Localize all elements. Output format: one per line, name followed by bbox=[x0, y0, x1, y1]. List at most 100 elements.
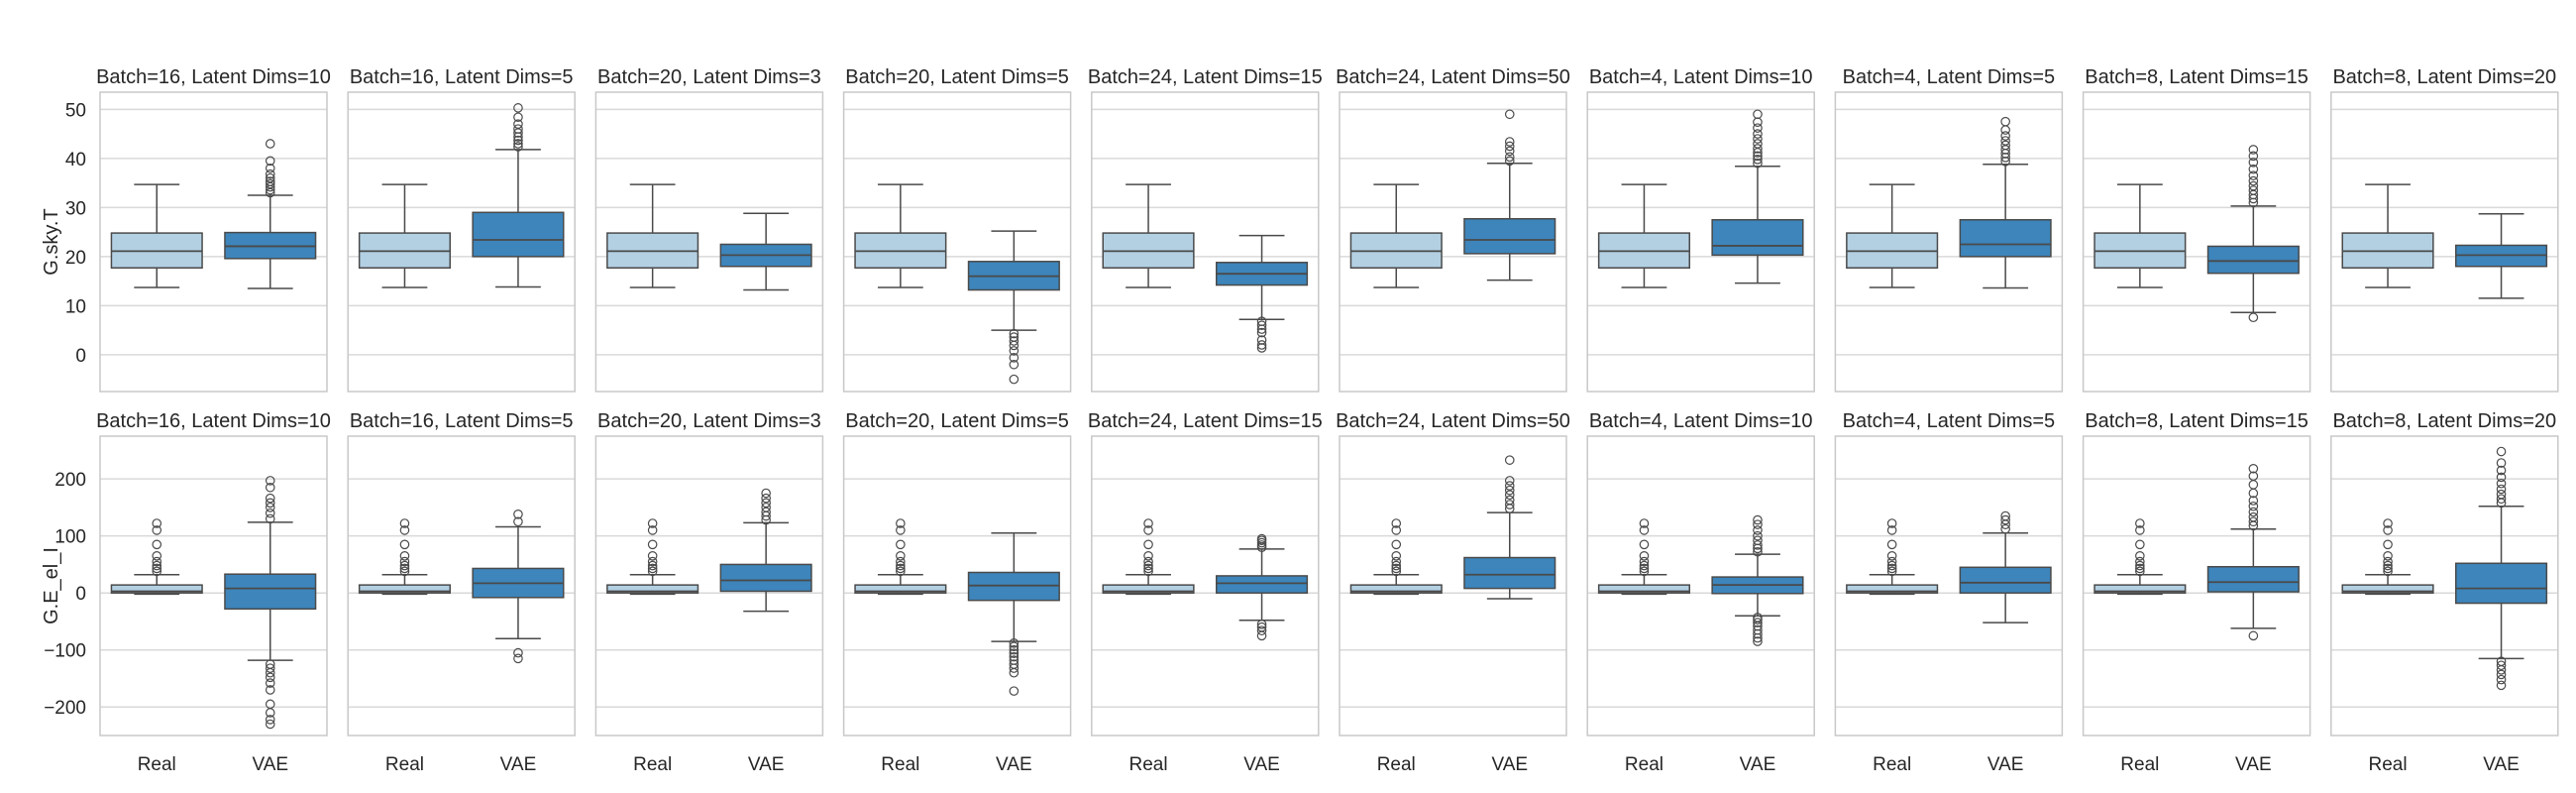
vae-box bbox=[224, 573, 317, 611]
real-outlier bbox=[647, 556, 658, 567]
panel-title: Batch=16, Latent Dims=10 bbox=[96, 410, 331, 432]
vae-outlier bbox=[2248, 164, 2259, 174]
vae-outlier bbox=[2000, 510, 2010, 521]
panel-frame bbox=[2330, 435, 2559, 736]
x-tick-label: VAE bbox=[252, 754, 288, 775]
vae-outlier bbox=[2000, 131, 2010, 141]
vae-outlier bbox=[265, 498, 275, 509]
real-box bbox=[358, 584, 451, 594]
vae-outlier bbox=[1504, 485, 1515, 496]
y-tick-label: 200 bbox=[54, 470, 86, 491]
real-outlier bbox=[896, 539, 906, 550]
real-outlier bbox=[2135, 566, 2145, 577]
vae-box bbox=[1216, 575, 1309, 594]
real-outlier bbox=[1886, 560, 1897, 571]
panel-frame bbox=[1586, 91, 1815, 393]
real-outlier bbox=[1639, 539, 1650, 550]
vae-outlier bbox=[513, 119, 523, 129]
vae-outlier bbox=[2248, 480, 2259, 490]
panel-frame bbox=[1586, 435, 1815, 736]
real-outlier bbox=[647, 525, 658, 535]
vae-outlier bbox=[1753, 158, 1763, 169]
vae-outlier bbox=[2248, 496, 2259, 506]
vae-outlier bbox=[513, 124, 523, 134]
real-box bbox=[854, 584, 947, 594]
vae-outlier bbox=[265, 672, 275, 683]
vae-outlier bbox=[1753, 139, 1763, 149]
vae-outlier bbox=[1009, 648, 1020, 658]
real-outlier bbox=[1143, 556, 1153, 567]
vae-outlier bbox=[1256, 340, 1267, 350]
panel-title: Batch=8, Latent Dims=15 bbox=[2085, 66, 2308, 88]
x-tick-label: VAE bbox=[1491, 754, 1528, 775]
vae-outlier bbox=[2248, 145, 2259, 155]
vae-outlier bbox=[2248, 463, 2259, 474]
x-tick-label: VAE bbox=[1740, 754, 1776, 775]
real-outlier bbox=[1886, 556, 1897, 567]
real-outlier bbox=[2135, 550, 2145, 561]
real-outlier bbox=[1391, 539, 1402, 550]
vae-outlier bbox=[2000, 116, 2010, 127]
vae-outlier bbox=[1009, 641, 1020, 652]
real-outlier bbox=[399, 550, 410, 561]
real-outlier bbox=[1391, 566, 1402, 577]
vae-outlier bbox=[761, 488, 771, 499]
real-outlier bbox=[1639, 550, 1650, 561]
vae-outlier bbox=[265, 719, 275, 730]
vae-outlier bbox=[2248, 501, 2259, 511]
x-tick-label: VAE bbox=[1987, 754, 2024, 775]
real-outlier bbox=[1143, 566, 1153, 577]
panel-title: Batch=24, Latent Dims=15 bbox=[1088, 66, 1323, 88]
real-outlier bbox=[2383, 539, 2393, 550]
real-outlier bbox=[2383, 560, 2393, 571]
real-outlier bbox=[2383, 518, 2393, 528]
vae-outlier bbox=[1753, 525, 1763, 535]
real-outlier bbox=[399, 556, 410, 567]
vae-outlier bbox=[2248, 180, 2259, 191]
panel-frame bbox=[1834, 435, 2064, 736]
real-outlier bbox=[896, 550, 906, 561]
y-tick-label: 10 bbox=[65, 296, 86, 317]
real-outlier bbox=[896, 518, 906, 528]
real-outlier bbox=[1639, 560, 1650, 571]
panel-title: Batch=24, Latent Dims=15 bbox=[1088, 410, 1323, 432]
vae-outlier bbox=[1009, 644, 1020, 655]
panel-title: Batch=4, Latent Dims=5 bbox=[1843, 66, 2056, 88]
vae-outlier bbox=[2496, 484, 2507, 495]
real-outlier bbox=[1391, 550, 1402, 561]
x-tick-label: VAE bbox=[2483, 754, 2520, 775]
vae-outlier bbox=[2496, 665, 2507, 675]
vae-box bbox=[2206, 245, 2300, 275]
y-tick-label: −100 bbox=[44, 641, 86, 662]
vae-outlier bbox=[1256, 327, 1267, 338]
real-outlier bbox=[399, 566, 410, 577]
y-tick-label: 100 bbox=[54, 527, 86, 548]
vae-outlier bbox=[1753, 519, 1763, 529]
vae-outlier bbox=[265, 503, 275, 512]
vae-outlier bbox=[2000, 514, 2010, 525]
vae-outlier bbox=[265, 476, 275, 486]
real-outlier bbox=[1143, 525, 1153, 535]
real-outlier bbox=[152, 556, 162, 567]
panel-title: Batch=16, Latent Dims=5 bbox=[350, 66, 574, 88]
real-outlier bbox=[399, 563, 410, 574]
vae-outlier bbox=[2496, 489, 2507, 500]
panel-frame bbox=[1834, 91, 2064, 393]
real-outlier bbox=[2135, 525, 2145, 535]
vae-outlier bbox=[2496, 465, 2507, 476]
vae-outlier bbox=[2000, 523, 2010, 534]
vae-outlier bbox=[1753, 535, 1763, 546]
panel-title: Batch=4, Latent Dims=5 bbox=[1843, 410, 2056, 432]
vae-box bbox=[472, 211, 565, 258]
real-outlier bbox=[1639, 563, 1650, 574]
panel-title: Batch=8, Latent Dims=20 bbox=[2332, 410, 2556, 432]
vae-outlier bbox=[513, 647, 523, 658]
vae-outlier bbox=[2248, 157, 2259, 168]
panel-frame bbox=[2082, 91, 2311, 393]
real-outlier bbox=[647, 539, 658, 550]
real-outlier bbox=[2135, 556, 2145, 567]
real-outlier bbox=[399, 560, 410, 571]
vae-outlier bbox=[1504, 156, 1515, 167]
vae-box bbox=[1959, 566, 2052, 594]
real-outlier bbox=[1886, 525, 1897, 535]
